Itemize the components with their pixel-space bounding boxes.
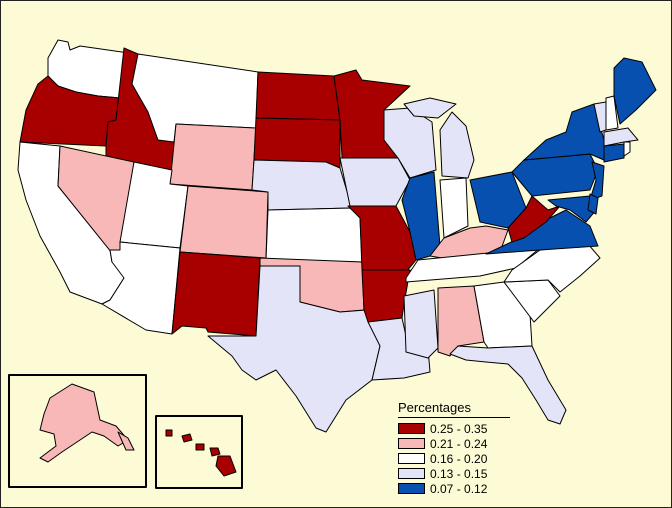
- state-co[interactable]: [179, 185, 269, 259]
- legend-label: 0.25 - 0.35: [430, 421, 488, 436]
- legend-label: 0.16 - 0.20: [430, 451, 488, 466]
- legend: Percentages 0.25 - 0.35 0.21 - 0.24 0.16 -…: [398, 400, 518, 496]
- state-mo[interactable]: [347, 205, 417, 273]
- state-tx[interactable]: [207, 265, 381, 433]
- state-ma[interactable]: [603, 127, 639, 147]
- state-ny[interactable]: [523, 103, 605, 161]
- state-ak-chain[interactable]: [117, 431, 135, 451]
- state-il[interactable]: [401, 171, 441, 261]
- legend-swatch: [398, 453, 425, 464]
- legend-label: 0.13 - 0.15: [430, 466, 488, 481]
- legend-swatch: [398, 423, 425, 434]
- state-ak[interactable]: [39, 383, 129, 463]
- state-la[interactable]: [367, 317, 431, 381]
- legend-label: 0.07 - 0.12: [430, 481, 488, 496]
- state-fl[interactable]: [449, 345, 567, 425]
- state-ks[interactable]: [265, 207, 363, 263]
- state-ia[interactable]: [339, 157, 411, 207]
- state-in[interactable]: [439, 177, 469, 239]
- state-mi[interactable]: [439, 111, 475, 179]
- legend-row: 0.13 - 0.15: [398, 466, 518, 481]
- legend-row: 0.07 - 0.12: [398, 481, 518, 496]
- state-nh[interactable]: [605, 95, 619, 131]
- legend-swatch: [398, 438, 425, 449]
- legend-rows: 0.25 - 0.35 0.21 - 0.24 0.16 - 0.20 0.13 - …: [398, 421, 518, 496]
- state-nd[interactable]: [255, 71, 341, 121]
- legend-label: 0.21 - 0.24: [430, 436, 488, 451]
- legend-swatch: [398, 468, 425, 479]
- legend-row: 0.25 - 0.35: [398, 421, 518, 436]
- state-nm[interactable]: [171, 251, 261, 337]
- legend-swatch: [398, 483, 425, 494]
- state-me[interactable]: [613, 57, 657, 125]
- state-de[interactable]: [587, 193, 599, 215]
- state-ct[interactable]: [603, 143, 625, 163]
- legend-title: Percentages: [398, 400, 510, 418]
- state-ar[interactable]: [361, 269, 411, 323]
- state-wy[interactable]: [169, 123, 257, 191]
- state-mi-up[interactable]: [403, 97, 457, 119]
- legend-row: 0.16 - 0.20: [398, 451, 518, 466]
- hawaii-inset-frame: [155, 415, 243, 489]
- legend-row: 0.21 - 0.24: [398, 436, 518, 451]
- state-hi[interactable]: [165, 429, 237, 477]
- state-ri[interactable]: [623, 141, 631, 157]
- state-ms[interactable]: [403, 289, 439, 359]
